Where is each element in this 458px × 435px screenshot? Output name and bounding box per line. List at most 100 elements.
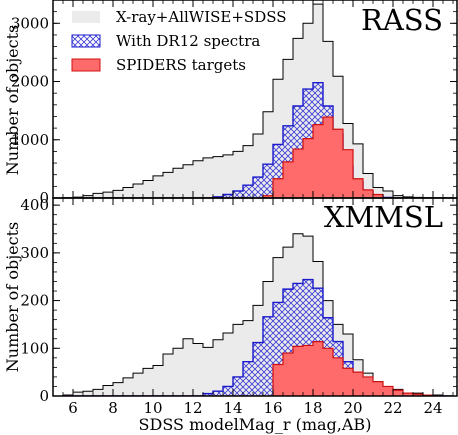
legend-label-all: X-ray+AllWISE+SDSS <box>116 8 287 26</box>
x-tick-label: 24 <box>423 399 442 417</box>
series-outline-all <box>62 3 453 198</box>
bar-all <box>123 377 133 396</box>
bar-dr12 <box>233 376 243 396</box>
bar-all <box>193 160 203 198</box>
bar-all <box>183 338 193 396</box>
bar-spiders <box>383 386 393 396</box>
bar-spiders <box>293 346 303 396</box>
y-tick-label: 300 <box>20 244 49 262</box>
bar-spiders <box>403 393 413 396</box>
bar-all <box>113 190 123 198</box>
xmmsl-frame <box>52 197 458 397</box>
bar-dr12 <box>273 144 283 198</box>
x-tick-label: 6 <box>68 399 78 417</box>
bar-all <box>183 164 193 198</box>
bar-all <box>93 193 103 198</box>
bar-dr12 <box>203 393 213 396</box>
bar-spiders <box>373 194 383 198</box>
bar-all <box>253 133 263 198</box>
x-axis-label: SDSS modelMag_r (mag,AB) <box>139 415 372 434</box>
bar-all <box>273 79 283 198</box>
rass-y-axis-label: Number of objects <box>3 25 22 175</box>
bar-all <box>173 348 183 396</box>
series-outline-spiders <box>63 341 453 396</box>
bar-spiders <box>293 149 303 198</box>
bar-all <box>263 111 273 198</box>
bar-spiders <box>393 390 403 396</box>
bar-all <box>163 354 173 396</box>
bar-dr12 <box>243 185 253 198</box>
series-outline-spiders <box>63 116 453 198</box>
bar-dr12 <box>213 391 223 396</box>
bar-dr12 <box>273 302 283 396</box>
x-tick-label: 10 <box>143 399 162 417</box>
bar-dr12 <box>233 191 243 198</box>
y-tick-label: 0 <box>39 189 49 207</box>
bar-all <box>123 187 133 198</box>
y-tick-label: 400 <box>20 196 49 214</box>
bar-all <box>233 151 243 198</box>
y-tick-label: 0 <box>39 387 49 405</box>
bar-all <box>113 382 123 396</box>
bar-dr12 <box>223 194 233 198</box>
legend-label-dr12: With DR12 spectra <box>116 32 260 50</box>
y-tick-label: 100 <box>20 339 49 357</box>
bar-spiders <box>343 149 353 198</box>
legend: X-ray+AllWISE+SDSS With DR12 spectra SPI… <box>71 8 287 74</box>
bar-all <box>133 184 143 198</box>
bar-dr12 <box>263 316 273 396</box>
x-tick-label: 8 <box>108 399 118 417</box>
y-tick-label: 200 <box>20 292 49 310</box>
xmmsl-plot-area <box>62 233 453 396</box>
x-tick-label: 22 <box>383 399 402 417</box>
bar-all <box>213 339 223 396</box>
bar-all <box>193 343 203 396</box>
xmmsl-y-axis-label: Number of objects <box>3 222 22 372</box>
y-tick-label: 2000 <box>11 73 49 91</box>
bar-spiders <box>273 178 283 198</box>
bar-spiders <box>323 117 333 198</box>
bar-all <box>223 333 233 396</box>
bar-all <box>103 192 113 198</box>
bar-dr12 <box>303 279 313 396</box>
legend-label-spiders: SPIDERS targets <box>116 56 246 74</box>
bar-all <box>133 373 143 396</box>
bar-spiders <box>263 195 273 198</box>
bar-spiders <box>373 381 383 396</box>
x-tick-label: 14 <box>223 399 242 417</box>
x-tick-label: 18 <box>303 399 322 417</box>
bar-all <box>353 143 363 198</box>
bar-all <box>203 157 213 198</box>
bar-spiders <box>323 348 333 396</box>
x-tick-label: 12 <box>183 399 202 417</box>
bar-all <box>363 173 373 198</box>
bar-spiders <box>333 129 343 198</box>
bar-all <box>383 191 393 198</box>
x-tick-label: 20 <box>343 399 362 417</box>
bar-all <box>243 320 253 396</box>
bar-spiders <box>363 189 373 198</box>
rass-plot-area <box>62 3 453 198</box>
xmmsl-panel-title: XMMSL <box>324 200 443 234</box>
bar-spiders <box>343 368 353 396</box>
bar-spiders <box>283 161 293 198</box>
rass-y-axis: 0 1000 2000 3000 <box>11 0 457 207</box>
bar-dr12 <box>253 177 263 198</box>
bar-spiders <box>353 372 363 396</box>
bar-all <box>93 389 103 396</box>
bar-all <box>83 195 93 198</box>
legend-swatch-spiders <box>71 58 101 72</box>
bar-all <box>103 385 113 396</box>
bar-all <box>213 156 223 198</box>
bar-all <box>143 180 153 198</box>
x-tick-label: 16 <box>263 399 282 417</box>
bar-spiders <box>363 376 373 396</box>
bar-dr12 <box>253 342 263 396</box>
bar-all <box>203 347 213 396</box>
bar-spiders <box>313 124 323 198</box>
bar-dr12 <box>293 283 303 396</box>
bar-all <box>243 145 253 198</box>
bar-all <box>153 365 163 396</box>
legend-swatch-all <box>72 11 100 23</box>
